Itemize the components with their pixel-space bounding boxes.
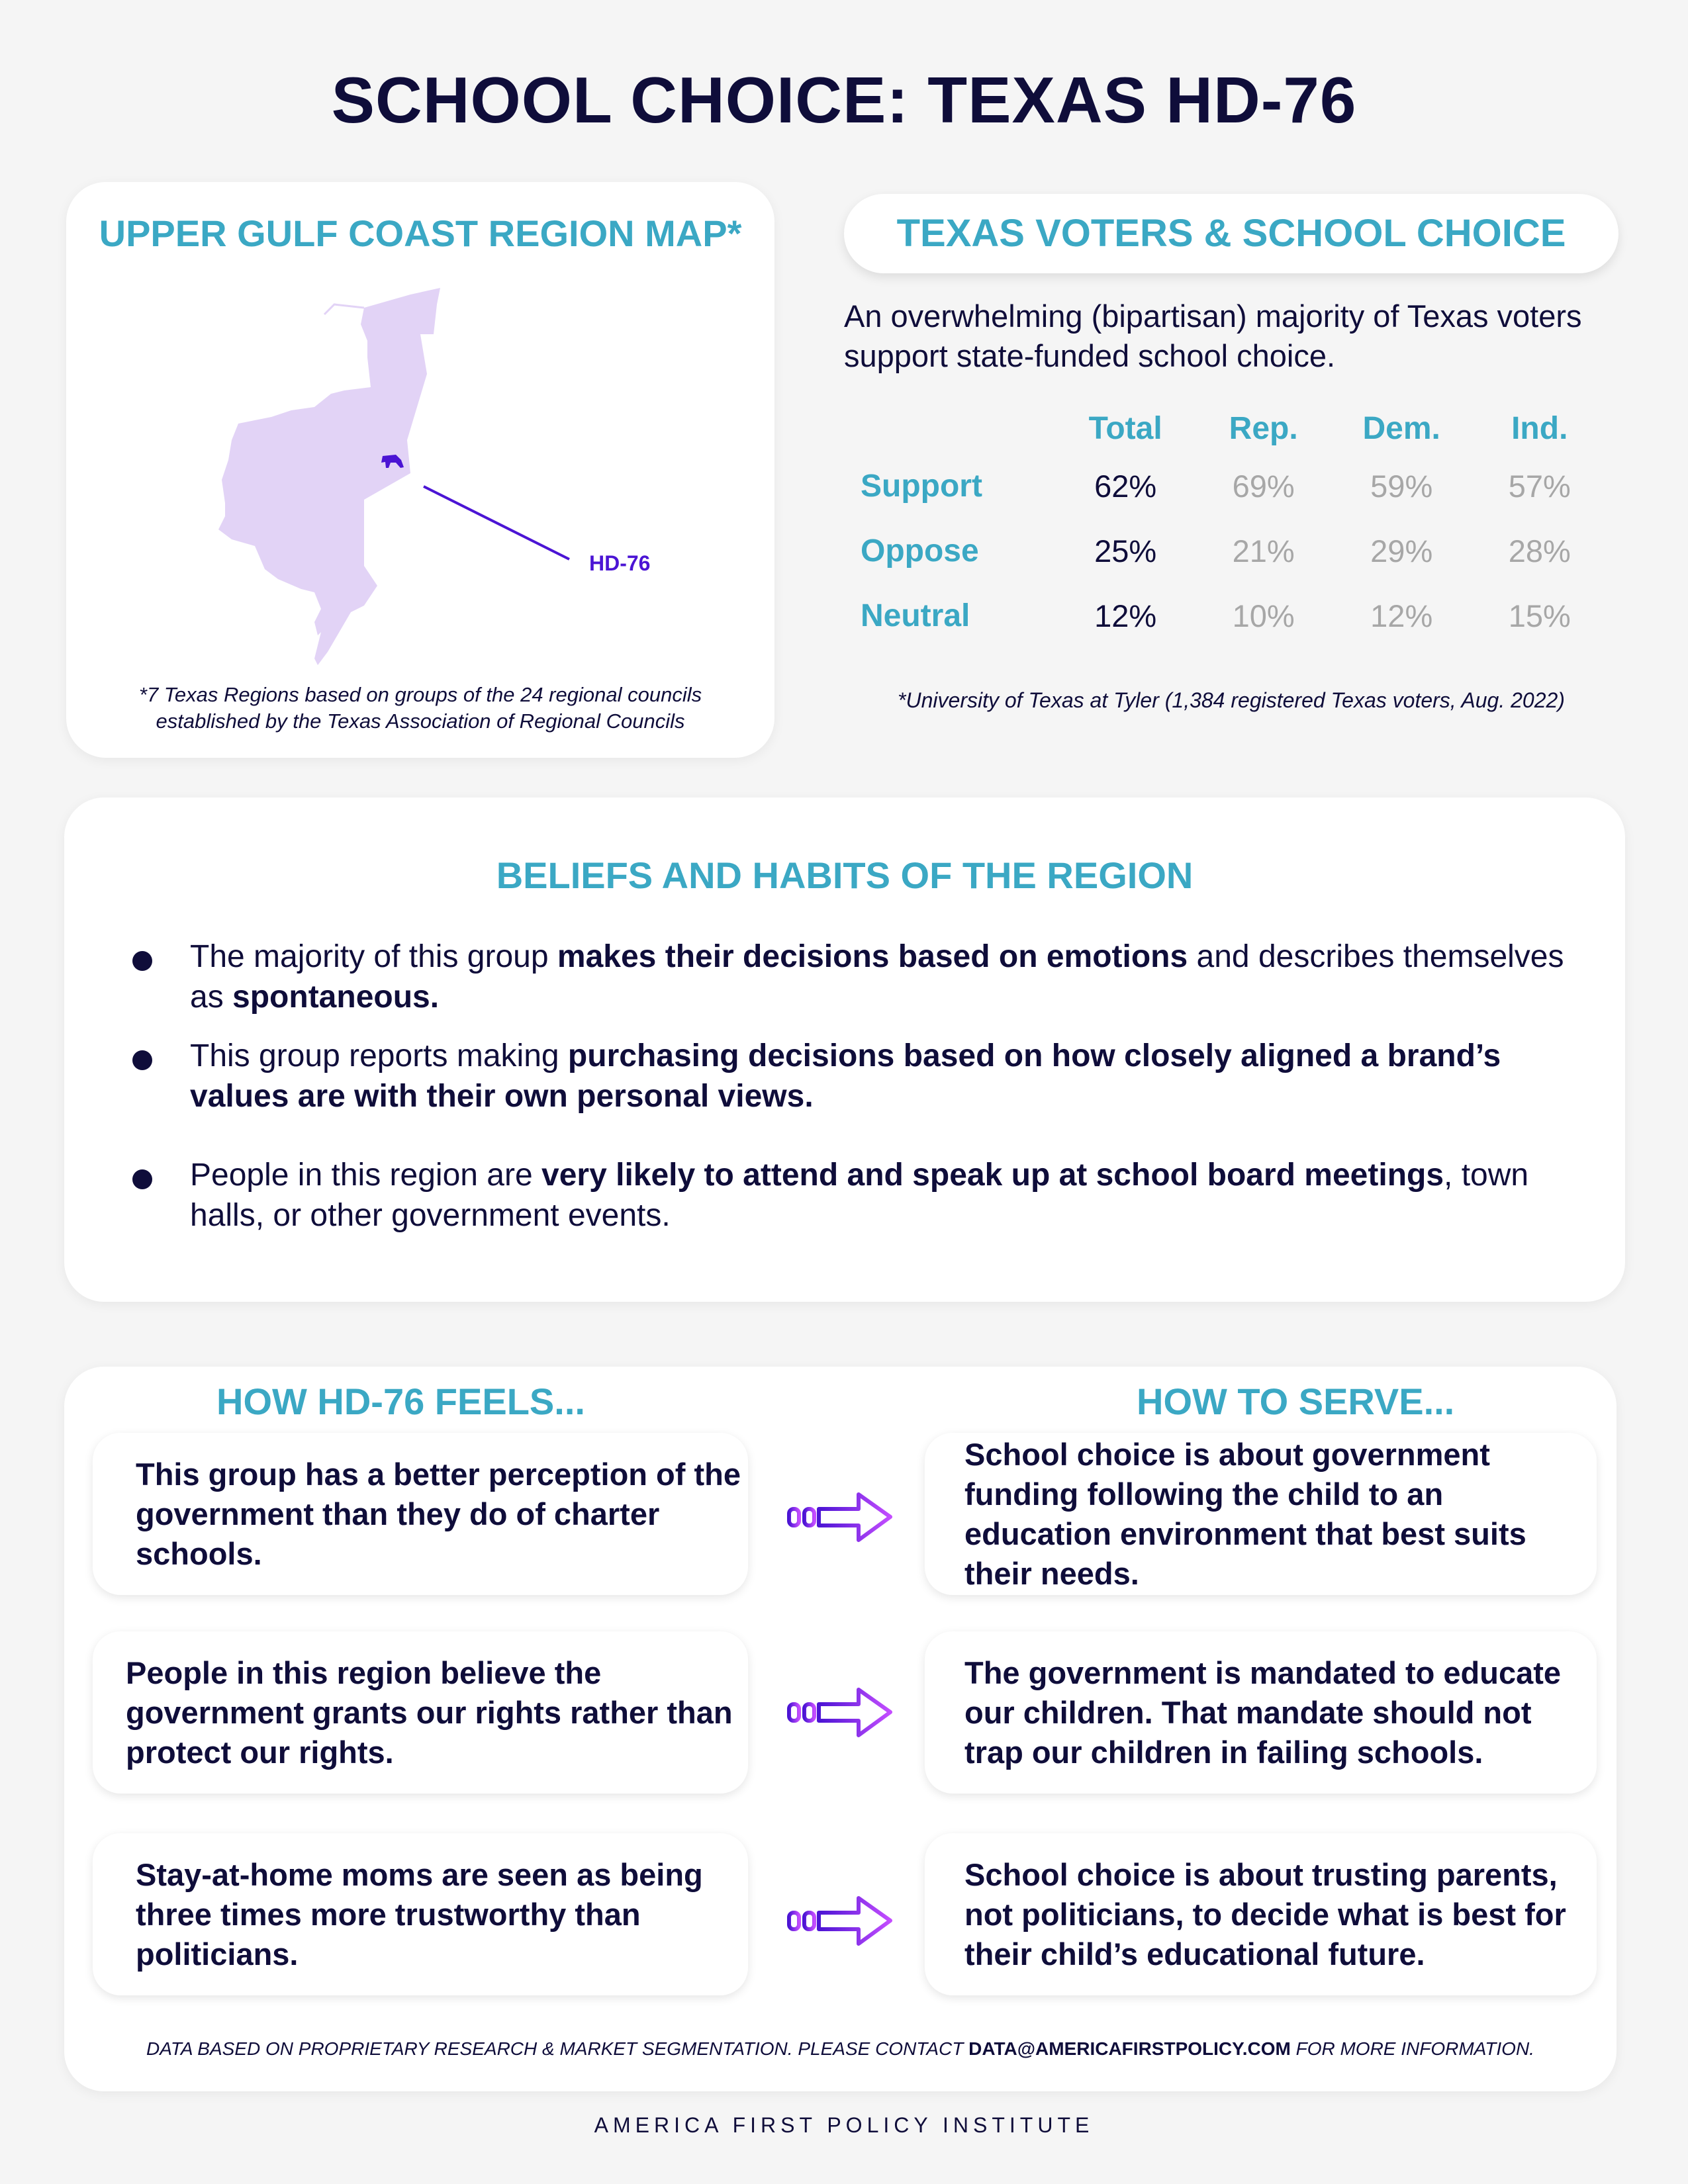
- feel-box-1: This group has a better perception of th…: [93, 1433, 748, 1595]
- belief-bullet-3: People in this region are very likely to…: [132, 1155, 1580, 1236]
- poll-cell: 28%: [1508, 533, 1571, 569]
- poll-col-header: Dem.: [1362, 411, 1440, 446]
- poll-row-label: Oppose: [861, 533, 979, 569]
- poll-header-row: Total Rep. Dem. Ind.: [861, 404, 1609, 453]
- beliefs-title: BELIEFS AND HABITS OF THE REGION: [496, 854, 1194, 896]
- serve-box-1: School choice is about government fundin…: [925, 1433, 1597, 1595]
- serve-box-3: School choice is about trusting parents,…: [925, 1833, 1597, 1995]
- org-name: AMERICA FIRST POLICY INSTITUTE: [594, 2113, 1094, 2137]
- arrow-right-icon: [787, 1492, 892, 1542]
- map-title: UPPER GULF COAST REGION MAP*: [99, 212, 742, 254]
- map-footnote-line1: *7 Texas Regions based on groups of the …: [138, 683, 702, 706]
- arrow-right-icon: [787, 1896, 892, 1946]
- poll-row-oppose: Oppose 25% 21% 29% 28%: [861, 518, 1609, 583]
- feel-box-2: People in this region believe the govern…: [93, 1631, 748, 1794]
- contact-email[interactable]: DATA@AMERICAFIRSTPOLICY.COM: [968, 2038, 1291, 2059]
- poll-table: Total Rep. Dem. Ind. Support 62% 69% 59%…: [861, 404, 1609, 648]
- poll-col-header: Ind.: [1511, 411, 1568, 446]
- map-footnote-line2: established by the Texas Association of …: [156, 709, 685, 733]
- region-map-card: UPPER GULF COAST REGION MAP* HD-76 *7 Te…: [66, 182, 774, 758]
- serve-box-2: The government is mandated to educate ou…: [925, 1631, 1597, 1794]
- hd76-district-shape: [381, 455, 404, 468]
- poll-col-header: Rep.: [1229, 411, 1298, 446]
- beliefs-card: BELIEFS AND HABITS OF THE REGION The maj…: [64, 797, 1625, 1302]
- poll-cell: 21%: [1232, 533, 1295, 569]
- poll-row-label: Support: [861, 468, 982, 504]
- belief-bullet-1: The majority of this group makes their d…: [132, 936, 1580, 1017]
- survey-source: *University of Texas at Tyler (1,384 reg…: [898, 688, 1565, 712]
- poll-cell: 25%: [1094, 533, 1157, 569]
- survey-title: TEXAS VOTERS & SCHOOL CHOICE: [844, 194, 1618, 273]
- survey-intro: An overwhelming (bipartisan) majority of…: [844, 298, 1582, 373]
- poll-cell: 62%: [1094, 468, 1157, 504]
- poll-cell: 12%: [1094, 598, 1157, 633]
- poll-cell: 15%: [1508, 598, 1571, 633]
- belief-bullet-2: This group reports making purchasing dec…: [132, 1036, 1580, 1116]
- upper-gulf-coast-region-shape: [218, 288, 440, 665]
- arrow-right-icon: [787, 1688, 892, 1737]
- map-footnote: *7 Texas Regions based on groups of the …: [66, 682, 774, 735]
- poll-col-header: Total: [1088, 411, 1162, 446]
- poll-row-neutral: Neutral 12% 10% 12% 15%: [861, 583, 1609, 648]
- poll-cell: 12%: [1370, 598, 1433, 633]
- region-map: HD-76: [218, 288, 650, 665]
- poll-row-support: Support 62% 69% 59% 57%: [861, 453, 1609, 518]
- poll-cell: 69%: [1232, 468, 1295, 504]
- poll-cell: 57%: [1508, 468, 1571, 504]
- feels-serve-card: HOW HD-76 FEELS... HOW TO SERVE... This …: [64, 1367, 1617, 2091]
- hd76-leader-line: [423, 485, 570, 561]
- feel-box-3: Stay-at-home moms are seen as being thre…: [93, 1833, 748, 1995]
- feels-title: HOW HD-76 FEELS...: [216, 1381, 585, 1422]
- footer-disclaimer: DATA BASED ON PROPRIETARY RESEARCH & MAR…: [146, 2038, 1534, 2059]
- poll-cell: 29%: [1370, 533, 1433, 569]
- page-title: SCHOOL CHOICE: TEXAS HD-76: [331, 64, 1357, 136]
- hd76-label: HD-76: [589, 551, 650, 575]
- poll-row-label: Neutral: [861, 598, 970, 633]
- poll-cell: 10%: [1232, 598, 1295, 633]
- poll-cell: 59%: [1370, 468, 1433, 504]
- serve-title: HOW TO SERVE...: [1137, 1381, 1455, 1422]
